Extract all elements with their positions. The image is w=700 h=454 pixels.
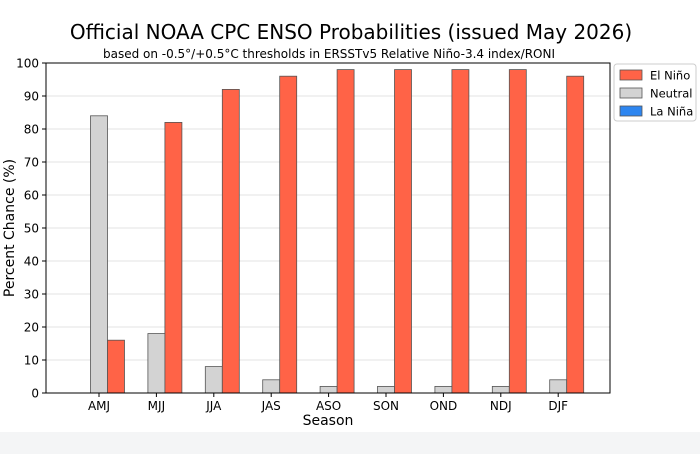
x-tick-label-ond: OND — [430, 399, 458, 413]
footer-band — [0, 432, 700, 454]
legend-swatch-elnio — [619, 69, 643, 81]
bar-neutral-jas — [262, 379, 281, 394]
bar-elnio-jja — [221, 89, 240, 394]
y-tick-label-30: 30 — [24, 288, 39, 302]
bar-chart: Official NOAA CPC ENSO Probabilities (is… — [2, 20, 697, 429]
x-axis-label: Season — [303, 413, 354, 429]
legend: El Niño Neutral La Niña — [613, 63, 697, 122]
bar-elnio-jas — [279, 75, 298, 394]
x-tick-label-ndj: NDJ — [490, 399, 512, 413]
bar-elnio-aso — [336, 69, 355, 394]
y-tick-label-40: 40 — [24, 255, 39, 269]
gridlines — [46, 95, 610, 361]
y-tick-label-70: 70 — [24, 156, 39, 170]
y-tick-label-10: 10 — [24, 354, 39, 368]
bar-elnio-djf — [566, 75, 585, 394]
chart-subtitle: based on -0.5°/+0.5°C thresholds in ERSS… — [103, 47, 555, 61]
x-axis: AMJ MJJ JJA JAS ASO SON OND NDJ DJF — [88, 393, 568, 413]
legend-label-elnio: El Niño — [650, 69, 690, 83]
bars — [90, 69, 585, 394]
x-tick-label-aso: ASO — [316, 399, 341, 413]
y-tick-label-20: 20 — [24, 321, 39, 335]
y-tick-label-80: 80 — [24, 123, 39, 137]
bar-neutral-ndj — [491, 385, 510, 394]
y-axis: 0 10 20 30 40 50 60 70 80 90 100 — [16, 57, 46, 401]
y-tick-label-90: 90 — [24, 90, 39, 104]
bar-elnio-son — [394, 69, 412, 394]
x-tick-label-mjj: MJJ — [148, 399, 165, 413]
bar-neutral-aso — [319, 385, 338, 394]
chart-title: Official NOAA CPC ENSO Probabilities (is… — [70, 20, 632, 44]
y-tick-label-100: 100 — [16, 57, 39, 71]
bar-neutral-son — [377, 385, 395, 394]
y-tick-label-0: 0 — [31, 387, 39, 401]
y-axis-label: Percent Chance (%) — [2, 159, 18, 297]
bar-neutral-djf — [549, 379, 568, 394]
bar-elnio-ond — [451, 69, 470, 394]
bar-elnio-mjj — [164, 122, 183, 394]
x-tick-label-jja: JJA — [205, 399, 222, 413]
x-tick-label-amj: AMJ — [88, 399, 110, 413]
y-tick-label-60: 60 — [24, 189, 39, 203]
legend-swatch-neutral — [619, 87, 643, 99]
legend-swatch-lania — [619, 105, 643, 117]
bar-elnio-ndj — [508, 69, 527, 394]
legend-label-neutral: Neutral — [650, 87, 692, 101]
x-tick-label-son: SON — [373, 399, 399, 413]
bar-elnio-amj — [107, 339, 125, 394]
x-tick-label-jas: JAS — [261, 399, 281, 413]
legend-label-lania: La Niña — [650, 105, 693, 119]
bar-neutral-jja — [204, 366, 223, 394]
bar-neutral-ond — [434, 385, 453, 394]
bar-neutral-amj — [90, 115, 108, 394]
x-tick-label-djf: DJF — [548, 399, 568, 413]
y-tick-label-50: 50 — [24, 222, 39, 236]
bar-neutral-mjj — [147, 333, 166, 394]
